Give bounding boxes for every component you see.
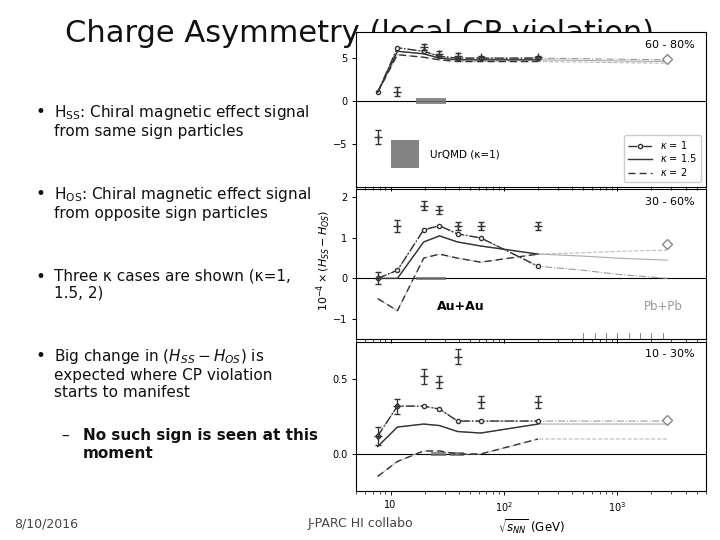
Text: $\mathregular{H_{OS}}$: Chiral magnetic effect signal
from opposite sign particl: $\mathregular{H_{OS}}$: Chiral magnetic … [54,185,311,221]
Text: •: • [36,268,46,286]
Text: No such sign is seen at this
moment: No such sign is seen at this moment [83,428,318,461]
Bar [431,452,446,456]
Text: 30 - 60%: 30 - 60% [646,197,695,207]
Text: –: – [61,428,69,443]
Text: Au+Au: Au+Au [437,300,485,313]
Text: Three κ cases are shown (κ=1,
1.5, 2): Three κ cases are shown (κ=1, 1.5, 2) [54,268,291,301]
Text: •: • [36,103,46,120]
Bar [449,452,464,456]
Text: Charge Asymmetry (local CP violation): Charge Asymmetry (local CP violation) [66,19,654,48]
Text: $10^{-4} \times (H_{SS} - H_{OS})$: $10^{-4} \times (H_{SS} - H_{OS})$ [315,210,333,311]
Bar [431,276,446,280]
Bar [431,98,446,104]
X-axis label: $\sqrt{s_{NN}}$ (GeV): $\sqrt{s_{NN}}$ (GeV) [498,517,564,536]
Text: 8/10/2016: 8/10/2016 [14,517,78,530]
Bar [392,140,419,168]
Text: •: • [36,347,46,364]
Bar [415,276,431,280]
Text: 60 - 80%: 60 - 80% [645,40,695,50]
Legend: $\kappa$ = 1, $\kappa$ = 1.5, $\kappa$ = 2: $\kappa$ = 1, $\kappa$ = 1.5, $\kappa$ =… [624,135,701,182]
Text: Big change in $(H_{SS}-H_{OS})$ is
expected where CP violation
starts to manifes: Big change in $(H_{SS}-H_{OS})$ is expec… [54,347,272,401]
Text: J-PARC HI collabo: J-PARC HI collabo [307,517,413,530]
Text: Pb+Pb: Pb+Pb [644,300,683,313]
Text: •: • [36,185,46,202]
Text: 10 - 30%: 10 - 30% [646,349,695,359]
Bar [415,98,431,104]
Text: $\mathregular{H_{SS}}$: Chiral magnetic effect signal
from same sign particles: $\mathregular{H_{SS}}$: Chiral magnetic … [54,103,310,139]
Text: UrQMD (κ=1): UrQMD (κ=1) [430,149,500,159]
